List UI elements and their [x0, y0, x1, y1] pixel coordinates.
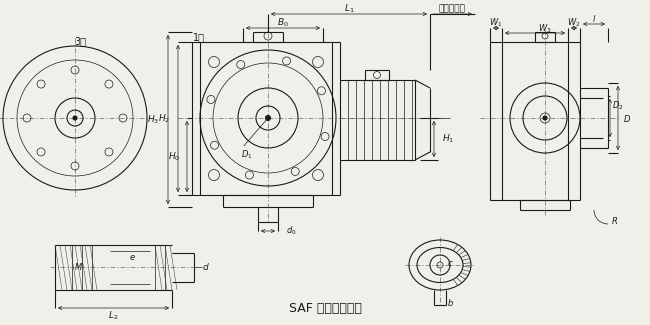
Text: $e$: $e$	[129, 253, 135, 262]
Circle shape	[265, 115, 270, 121]
Text: $c$: $c$	[447, 258, 453, 267]
Text: $W_2$: $W_2$	[567, 17, 580, 29]
Text: $W_3$: $W_3$	[538, 23, 552, 35]
Text: 按电机尺寸: 按电机尺寸	[439, 5, 465, 14]
Text: $H_2$: $H_2$	[158, 112, 170, 125]
Text: $d$: $d$	[202, 262, 210, 272]
Circle shape	[543, 116, 547, 120]
Text: 1型: 1型	[193, 32, 205, 42]
Text: $L_1$: $L_1$	[344, 3, 354, 15]
Text: $D_1$: $D_1$	[241, 149, 252, 161]
Text: $R$: $R$	[612, 214, 619, 226]
Text: $W_1$: $W_1$	[489, 17, 502, 29]
Text: $d_0$: $d_0$	[286, 225, 296, 237]
Text: $D_2$: $D_2$	[612, 100, 623, 112]
Text: $b$: $b$	[447, 297, 454, 308]
Text: $L_2$: $L_2$	[109, 310, 119, 322]
Text: $l$: $l$	[592, 14, 596, 24]
Text: $H_3$: $H_3$	[147, 113, 159, 126]
Text: $H_1$: $H_1$	[442, 133, 454, 145]
Text: SAF 型蜗杆减速器: SAF 型蜗杆减速器	[289, 302, 361, 315]
Text: $D$: $D$	[623, 112, 631, 124]
Text: 3型: 3型	[74, 36, 86, 46]
Circle shape	[73, 116, 77, 120]
Text: $B_0$: $B_0$	[277, 17, 289, 29]
Text: $M$: $M$	[73, 262, 83, 272]
Text: $H_0$: $H_0$	[168, 150, 180, 163]
